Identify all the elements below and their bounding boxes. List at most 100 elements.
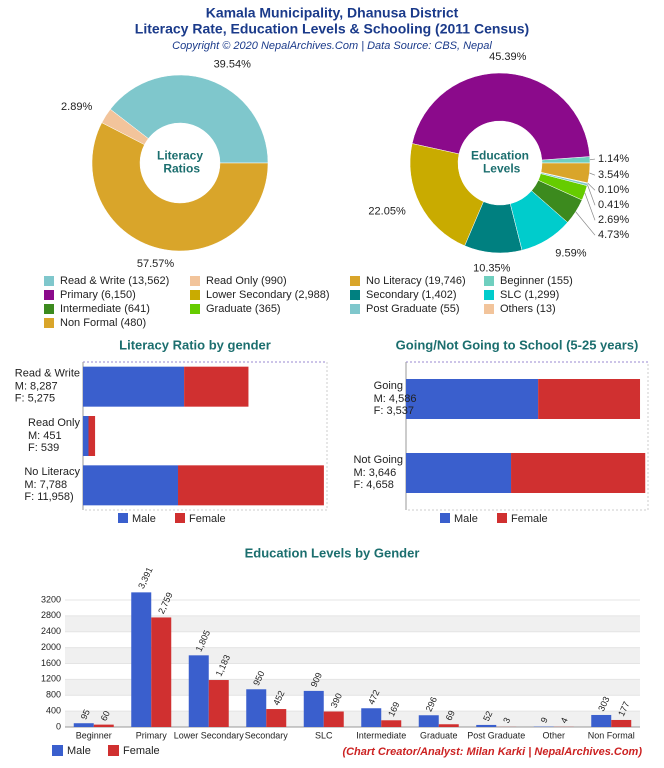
value-label: M: 3,646	[353, 467, 396, 479]
slice-label: 0.10%	[598, 184, 629, 196]
grid-band	[65, 615, 640, 632]
credit: (Chart Creator/Analyst: Milan Karki | Ne…	[342, 746, 642, 758]
page-subtitle: Literacy Rate, Education Levels & School…	[135, 21, 529, 37]
y-tick-label: 400	[46, 705, 61, 715]
pie-slice	[540, 162, 591, 184]
slice-label: 0.41%	[598, 199, 629, 211]
legend-label: Primary (6,150)	[60, 289, 136, 301]
legend-label: Male	[454, 513, 478, 525]
bar	[151, 617, 172, 727]
legend-label: Male	[132, 513, 156, 525]
slice-label: 22.05%	[368, 205, 406, 217]
y-tick-label: 2800	[41, 610, 61, 620]
center-label: Literacy Ratios	[157, 149, 203, 176]
legend-label: Intermediate (641)	[60, 303, 150, 315]
legend-label: Beginner (155)	[500, 275, 573, 287]
bar	[406, 453, 512, 493]
bar	[266, 709, 287, 727]
y-tick-label: 1200	[41, 674, 61, 684]
y-tick-label: 2000	[41, 642, 61, 652]
value-label: 52	[481, 709, 494, 722]
value-label: F: 3,537	[374, 405, 414, 417]
bar	[303, 690, 324, 727]
category-label: No Literacy	[24, 466, 80, 478]
bar	[208, 680, 229, 727]
x-tick-label: Non Formal	[588, 730, 635, 740]
legend-label: Male	[67, 745, 91, 757]
bar	[591, 714, 612, 727]
category-label: Read & Write	[15, 368, 80, 380]
legend-label: Others (13)	[500, 303, 556, 315]
slice-label: 10.35%	[473, 263, 511, 275]
legend-swatch	[484, 276, 494, 286]
value-label: F: 539	[28, 442, 59, 454]
value-label: 60	[99, 709, 112, 722]
value-label: 95	[79, 708, 92, 721]
slice-label: 3.54%	[598, 169, 629, 181]
legend-label: No Literacy (19,746)	[366, 275, 466, 287]
slice-label: 57.57%	[137, 258, 175, 270]
legend-swatch	[175, 513, 185, 523]
bar	[418, 715, 439, 727]
legend-swatch	[44, 290, 54, 300]
center-label-line: Education	[471, 149, 529, 163]
pie-slice	[411, 72, 591, 161]
bar	[406, 379, 539, 419]
legend-label: Secondary (1,402)	[366, 289, 457, 301]
bar	[476, 724, 497, 727]
legend-swatch	[44, 318, 54, 328]
y-tick-label: 2400	[41, 626, 61, 636]
legend-swatch	[497, 513, 507, 523]
x-tick-label: Beginner	[76, 730, 112, 740]
value-label: 3	[501, 716, 512, 725]
legend-swatch	[44, 276, 54, 286]
legend-label: Female	[189, 513, 226, 525]
slice-label: 9.59%	[555, 247, 586, 259]
legend-label: Graduate (365)	[206, 303, 281, 315]
center-label-line: Literacy	[157, 149, 203, 163]
leader-line	[587, 184, 596, 206]
slice-label: 4.73%	[598, 229, 629, 241]
x-tick-label: Post Graduate	[467, 730, 525, 740]
y-tick-label: 0	[56, 721, 61, 731]
value-label: 4	[559, 716, 570, 725]
legend-label: Read & Write (13,562)	[60, 275, 169, 287]
bar	[323, 711, 344, 727]
bar	[184, 366, 249, 407]
bar	[246, 689, 267, 727]
value-label: M: 451	[28, 430, 62, 442]
x-tick-label: Lower Secondary	[174, 730, 245, 740]
value-label: M: 8,287	[15, 381, 58, 393]
leader-line	[589, 158, 596, 161]
category-label: Read Only	[28, 417, 80, 429]
slice-label: 2.69%	[598, 214, 629, 226]
bar	[131, 592, 152, 727]
legend-swatch	[44, 304, 54, 314]
legend-swatch	[118, 513, 128, 523]
value-label: M: 4,586	[374, 393, 417, 405]
center-label: Education Levels	[471, 149, 529, 176]
bar	[511, 453, 646, 493]
category-label: Not Going	[353, 454, 403, 466]
y-tick-label: 800	[46, 690, 61, 700]
legend-swatch	[350, 304, 360, 314]
legend-label: Female	[511, 513, 548, 525]
x-tick-label: Intermediate	[356, 730, 406, 740]
y-tick-label: 3200	[41, 594, 61, 604]
bar	[83, 416, 89, 456]
chart-title: Going/Not Going to School (5-25 years)	[396, 337, 639, 352]
bar	[178, 465, 324, 506]
x-tick-label: Secondary	[245, 730, 289, 740]
legend-swatch	[108, 745, 119, 756]
legend-label: SLC (1,299)	[500, 289, 559, 301]
value-label: F: 4,658	[353, 479, 393, 491]
legend-label: Non Formal (480)	[60, 317, 146, 329]
copyright: Copyright © 2020 NepalArchives.Com | Dat…	[172, 40, 492, 52]
legend-label: Female	[123, 745, 160, 757]
pie-slice	[109, 74, 269, 164]
legend-swatch	[440, 513, 450, 523]
slice-label: 1.14%	[598, 153, 629, 165]
value-label: F: 11,958)	[24, 491, 73, 503]
leader-line	[587, 182, 596, 191]
